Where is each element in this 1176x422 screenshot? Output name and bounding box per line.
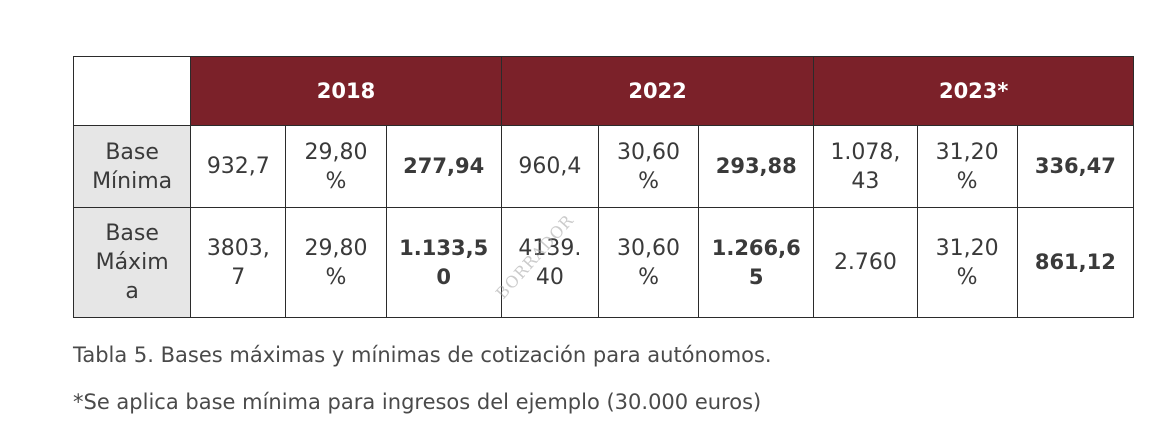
table-caption: Tabla 5. Bases máximas y mínimas de coti… <box>73 343 772 367</box>
year-header-2023: 2023* <box>813 56 1134 126</box>
row-label-base-maxima: Base Máxim a <box>72 207 192 318</box>
contribution-bases-table: 2018 2022 2023* Base Mínima 932,7 29,80 … <box>72 56 1135 318</box>
year-header-2018: 2018 <box>190 56 502 126</box>
row-label-base-minima: Base Mínima <box>72 125 192 208</box>
rate-value-cell: 29,80 % <box>285 125 387 208</box>
base-value-cell: 3803, 7 <box>190 207 287 318</box>
base-value-cell: 932,7 <box>190 125 287 208</box>
base-value-cell: 1.078, 43 <box>813 125 918 208</box>
header-corner-cell <box>72 56 192 126</box>
amount-value-cell: 861,12 <box>1016 207 1135 318</box>
rate-value-cell: 29,80 % <box>285 207 387 318</box>
amount-value-cell: 336,47 <box>1016 125 1135 208</box>
table-footnote: *Se aplica base mínima para ingresos del… <box>73 390 762 414</box>
base-value-cell: 4139. 40 <box>500 207 599 318</box>
amount-value-cell: 277,94 <box>385 125 502 208</box>
base-value-cell: 960,4 <box>500 125 599 208</box>
amount-value-cell: 1.133,5 0 <box>385 207 502 318</box>
table-row-base-maxima: Base Máxim a 3803, 7 29,80 % 1.133,5 0 4… <box>72 207 1135 318</box>
rate-value-cell: 31,20 % <box>916 125 1018 208</box>
rate-value-cell: 30,60 % <box>597 125 700 208</box>
amount-value-cell: 1.266,6 5 <box>698 207 815 318</box>
table-row-base-minima: Base Mínima 932,7 29,80 % 277,94 960,4 3… <box>72 125 1135 208</box>
year-header-2022: 2022 <box>500 56 815 126</box>
rate-value-cell: 30,60 % <box>597 207 700 318</box>
rate-value-cell: 31,20 % <box>916 207 1018 318</box>
base-value-cell: 2.760 <box>813 207 918 318</box>
amount-value-cell: 293,88 <box>698 125 815 208</box>
year-header-row: 2018 2022 2023* <box>72 56 1134 126</box>
